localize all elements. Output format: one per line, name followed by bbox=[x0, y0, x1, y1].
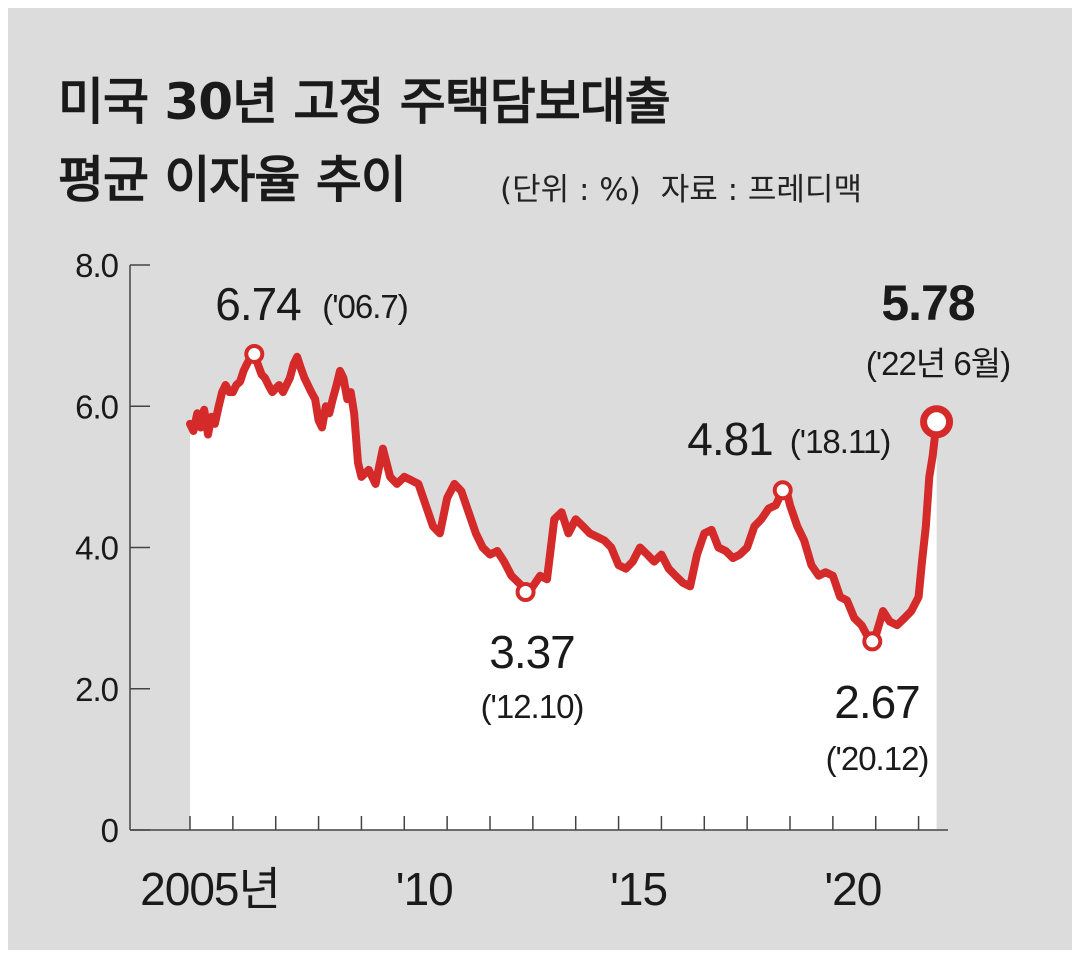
x-tick-label: '15 bbox=[610, 863, 667, 915]
y-tick-label: 2.0 bbox=[75, 671, 119, 708]
data-value-label: 4.81 bbox=[687, 413, 773, 465]
chart-title-line1: 미국 30년 고정 주택담보대출 bbox=[58, 73, 671, 131]
data-value-label: 2.67 bbox=[834, 676, 920, 728]
y-tick-label: 0 bbox=[101, 812, 119, 849]
y-tick-label: 8.0 bbox=[75, 247, 119, 284]
x-tick-label: 2005년 bbox=[140, 863, 280, 915]
data-date-label: ('06.7) bbox=[322, 288, 408, 325]
data-value-label: 6.74 bbox=[215, 278, 301, 330]
data-date-label: ('18.11) bbox=[790, 423, 890, 460]
data-date-label: ('22년 6월) bbox=[866, 345, 1010, 382]
area-fill bbox=[190, 353, 937, 830]
data-date-label: ('12.10) bbox=[481, 688, 584, 725]
data-point-marker bbox=[920, 405, 954, 439]
data-point-marker bbox=[772, 480, 793, 501]
y-tick-label: 6.0 bbox=[75, 388, 119, 425]
unit-label: (단위 : %) bbox=[500, 172, 641, 208]
x-tick-label: '10 bbox=[396, 863, 453, 915]
chart-title-line2: 평균 이자율 추이 bbox=[58, 151, 407, 209]
source-label: 자료 : 프레디맥 bbox=[660, 172, 862, 208]
data-point-marker bbox=[862, 631, 883, 652]
data-value-label: 5.78 bbox=[881, 275, 975, 331]
series-line bbox=[186, 349, 941, 646]
y-tick-label: 4.0 bbox=[75, 530, 119, 567]
data-point-marker bbox=[244, 343, 265, 364]
x-tick-label: '20 bbox=[824, 863, 881, 915]
chart-subtitle: (단위 : %) 자료 : 프레디맥 bbox=[500, 164, 872, 209]
data-point-marker bbox=[515, 581, 536, 602]
data-value-label: 3.37 bbox=[489, 626, 575, 678]
data-date-label: ('20.12) bbox=[826, 740, 929, 777]
